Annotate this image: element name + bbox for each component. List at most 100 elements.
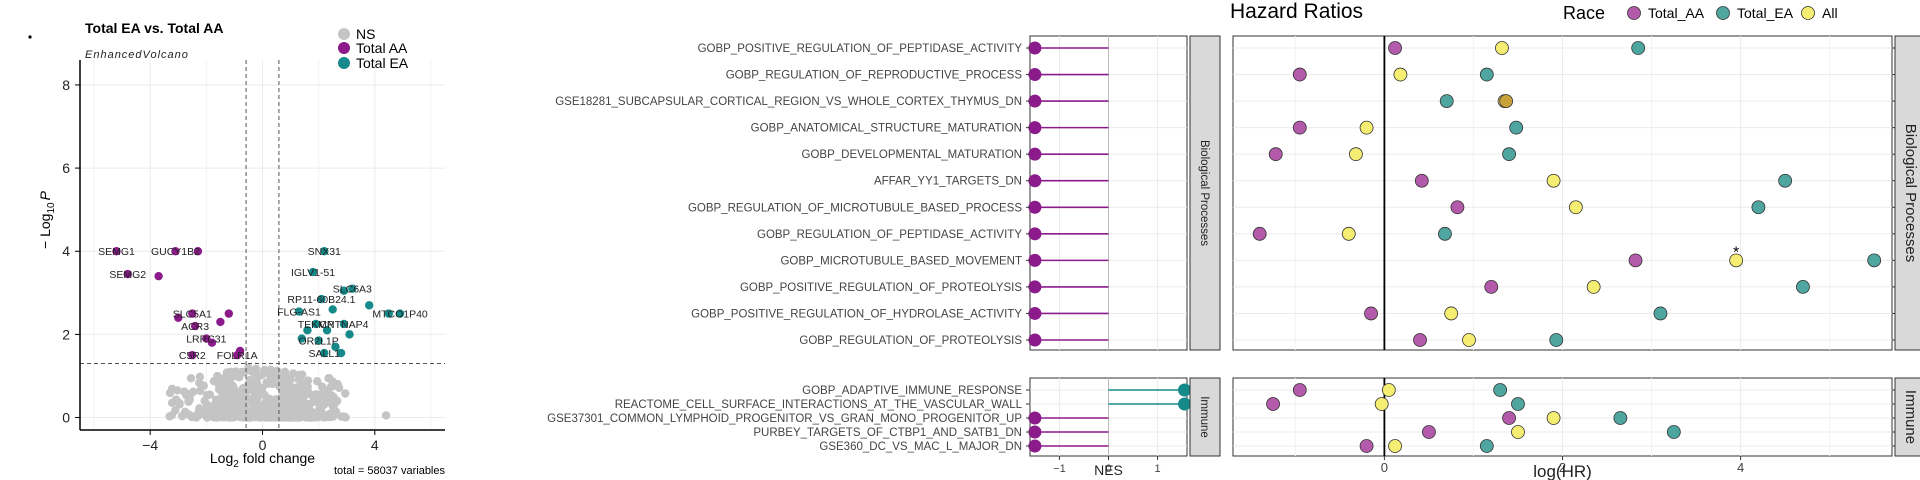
ns-point — [249, 384, 259, 394]
sig-point-aa — [202, 334, 211, 343]
sig-point-aa — [233, 350, 242, 360]
volcano-subtitle: EnhancedVolcano — [85, 49, 189, 61]
nes-point — [1028, 41, 1042, 55]
nes-point — [1028, 68, 1042, 82]
ns-point — [381, 411, 391, 420]
ns-point — [223, 392, 233, 401]
ns-point — [171, 406, 180, 415]
hr-significance-star: * — [1733, 244, 1739, 261]
sig-point-aa — [188, 350, 197, 360]
point-label: SEMG2 — [109, 269, 146, 281]
hr-point-all — [1359, 120, 1374, 135]
ns-point — [313, 377, 322, 386]
sig-point-aa — [224, 309, 234, 318]
point-label: MTCO1P40 — [372, 309, 428, 321]
point-label: FLG-AS1 — [277, 307, 321, 319]
volcano-caption: total = 58037 variables — [334, 465, 445, 477]
hr-point-total-ea — [1751, 200, 1766, 215]
hr-point-total-ea — [1438, 226, 1452, 241]
term-label: GSE18281_SUBCAPSULAR_CORTICAL_REGION_VS_… — [555, 96, 1022, 108]
hr-point-overlap — [1499, 94, 1514, 108]
hr-point-total-aa — [1252, 226, 1267, 241]
ns-point — [340, 412, 349, 421]
term-label: GSE360_DC_VS_MAC_L_MAJOR_DN — [819, 441, 1022, 453]
hr-point-all — [1348, 147, 1363, 162]
hr-legend-swatch — [1801, 6, 1815, 20]
term-label: GOBP_REGULATION_OF_MICROTUBULE_BASED_PRO… — [688, 202, 1022, 214]
hr-point-all — [1511, 425, 1525, 439]
ns-point — [165, 388, 175, 398]
volcano-sig-points — [112, 247, 405, 360]
sig-point-ea — [331, 342, 340, 352]
hr-point-all — [1462, 333, 1476, 347]
term-label: REACTOME_CELL_SURFACE_INTERACTIONS_AT_TH… — [615, 399, 1023, 411]
sig-point-aa — [188, 309, 197, 318]
nes-panel-strip-label: Biological Processes — [1198, 140, 1210, 246]
ns-point — [234, 391, 243, 400]
point-label: SLC5A1 — [173, 309, 212, 321]
ns-point — [241, 389, 250, 398]
sig-point-ea — [320, 247, 329, 256]
hr-point-all — [1546, 173, 1561, 188]
sig-point-aa — [216, 317, 225, 327]
hr-point-total-ea — [1549, 333, 1564, 347]
point-label: SLC6A3 — [333, 284, 372, 296]
hr-point-all — [1586, 280, 1601, 294]
hr-point-total-aa — [1484, 280, 1499, 294]
legend-swatch — [338, 57, 350, 69]
point-label: SALL1 — [309, 348, 341, 360]
hazard-title: Hazard Ratios — [1230, 0, 1363, 23]
hr-tick-label: 0 — [1381, 460, 1388, 475]
ns-point — [283, 376, 292, 386]
hr-point-total-ea — [1631, 41, 1646, 55]
ns-point — [305, 413, 315, 422]
ns-point — [218, 380, 228, 389]
hr-point-total-ea — [1867, 253, 1882, 268]
ns-point — [232, 400, 241, 410]
hr-legend-swatch — [1716, 6, 1730, 20]
y-tick-label: 0 — [62, 410, 70, 426]
hr-legend-swatch — [1627, 6, 1641, 20]
volcano-y-label: − Log10 P — [37, 190, 57, 249]
nes-point — [1028, 333, 1042, 347]
x-label-rest: fold change — [239, 450, 315, 466]
x-tick-label: 0 — [259, 437, 267, 453]
ns-point — [253, 403, 263, 412]
volcano-x-label: Log2 fold change — [210, 450, 315, 470]
nes-tick-label: 1 — [1155, 463, 1161, 475]
ns-point — [262, 378, 272, 387]
point-label: SNX31 — [308, 246, 341, 258]
hr-panel-strip — [1894, 35, 1920, 351]
ns-point — [197, 380, 206, 390]
ns-point — [270, 410, 279, 419]
sig-point-aa — [190, 321, 200, 331]
ns-point — [323, 387, 332, 396]
hr-point-all — [1388, 439, 1402, 453]
nes-point — [1178, 397, 1192, 411]
nes-point — [1028, 439, 1042, 453]
ns-point — [221, 372, 230, 382]
term-label: PURBEY_TARGETS_OF_CTBP1_AND_SATB1_DN — [753, 427, 1022, 439]
hr-point-total-ea — [1509, 120, 1524, 135]
hr-panel-strip-label: Immune — [1902, 390, 1919, 444]
legend-label: Total EA — [356, 55, 409, 71]
hr-point-total-ea — [1479, 67, 1494, 82]
ns-point — [295, 413, 305, 422]
hr-point-total-aa — [1292, 383, 1307, 397]
point-label: OR2L1P — [299, 336, 339, 348]
ns-point — [294, 375, 304, 385]
volcano-title: Total EA vs. Total AA — [85, 20, 223, 36]
ns-point — [272, 366, 282, 375]
hr-legend-label: All — [1822, 5, 1838, 21]
ns-point — [288, 410, 298, 419]
hr-point-all — [1381, 383, 1396, 397]
sig-point-aa — [154, 271, 163, 281]
hazard-ratio-plot: Hazard Ratios * Biological Processes Immune… — [1230, 0, 1920, 480]
sig-point-aa — [174, 313, 183, 322]
y-tick-label: 4 — [62, 243, 70, 259]
point-label: GUCY1B2 — [151, 246, 200, 258]
x-tick-label: 4 — [371, 437, 379, 453]
ns-point — [182, 391, 191, 400]
sig-point-ea — [364, 301, 374, 310]
ns-point — [233, 369, 242, 379]
